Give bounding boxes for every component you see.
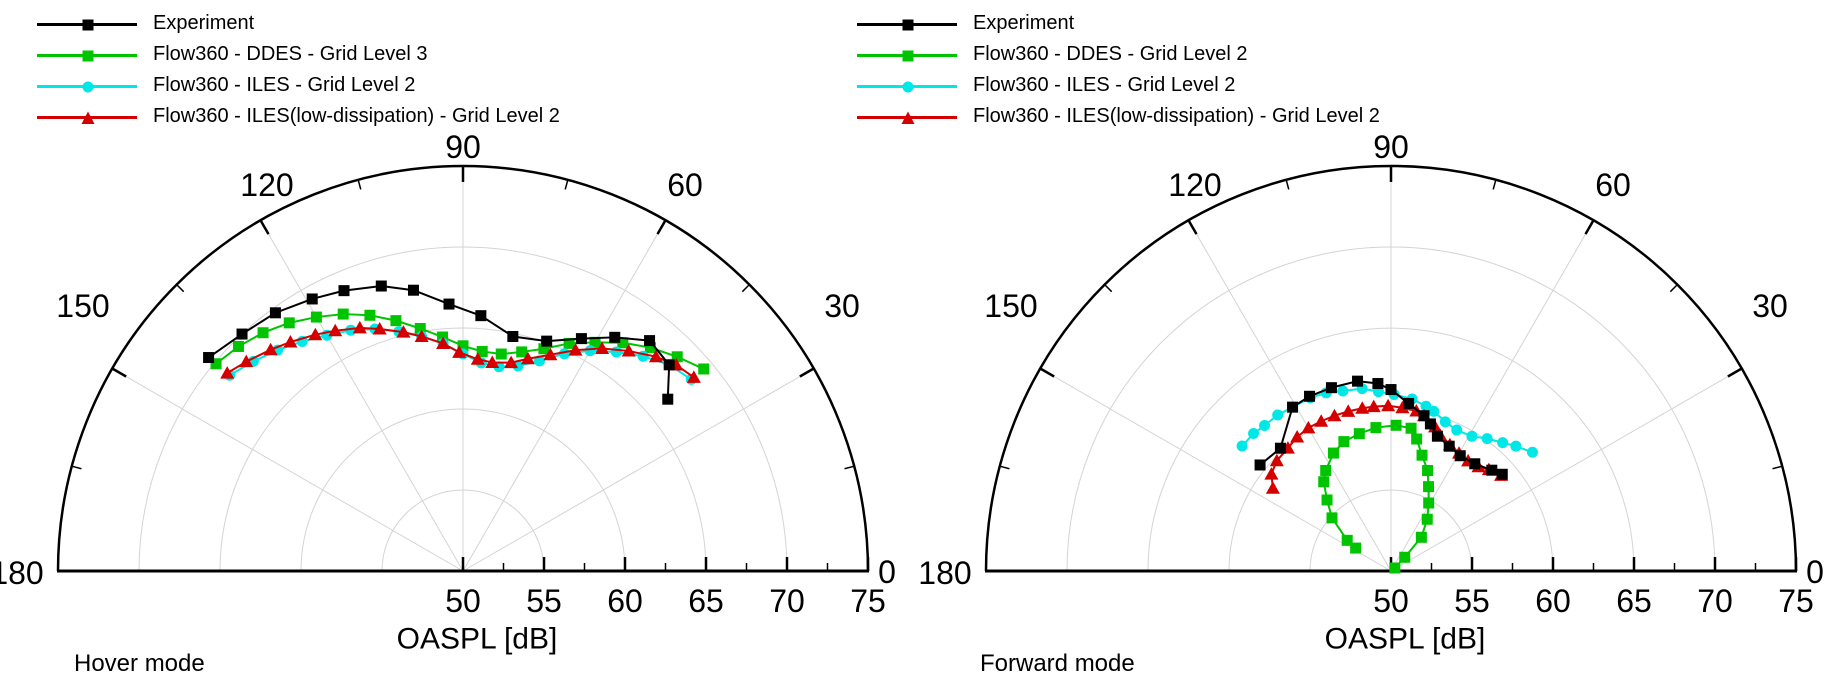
circle-marker-icon xyxy=(82,81,94,92)
legend-sample-line xyxy=(857,16,957,32)
legend-item: Flow360 - ILES - Grid Level 2 xyxy=(37,70,560,101)
angle-tick-label: 90 xyxy=(445,129,481,165)
legend-sample-line xyxy=(37,109,137,125)
radial-tick-label: 55 xyxy=(526,583,562,619)
legend-item: Flow360 - ILES(low-dissipation) - Grid L… xyxy=(857,101,1380,132)
circle-marker-icon xyxy=(902,81,914,92)
angle-tick-label: 120 xyxy=(1168,167,1221,203)
angle-labels: 0 30 60 90 120 150 180 xyxy=(918,129,1824,591)
radial-ticks xyxy=(1389,557,1798,571)
legend-item: Flow360 - ILES - Grid Level 2 xyxy=(857,70,1380,101)
polar-grid xyxy=(112,166,814,572)
triangle-marker-icon xyxy=(901,111,915,124)
radial-tick-label: 65 xyxy=(1616,583,1652,619)
legend-item: Experiment xyxy=(857,8,1380,39)
angle-tick-label: 180 xyxy=(0,555,44,591)
legend-sample-line xyxy=(857,109,957,125)
legend-item: Experiment xyxy=(37,8,560,39)
angle-tick-label: 180 xyxy=(918,555,971,591)
mode-label-hover: Hover mode xyxy=(74,650,205,677)
series-flow360-iles-low-dissipation-grid-level-2 xyxy=(1264,398,1509,494)
angle-tick-label: 0 xyxy=(878,554,896,590)
square-marker-icon xyxy=(82,19,94,30)
square-marker-icon xyxy=(82,50,94,61)
radial-axis-title: OASPL [dB] xyxy=(1325,623,1486,656)
radial-labels: 50 55 60 65 70 75 xyxy=(1373,583,1814,619)
hover-polar-plot: 0 30 60 90 120 150 180 50 55 60 65 70 75 OASPL [dB] xyxy=(0,129,896,656)
angle-tick-label: 120 xyxy=(240,167,293,203)
polar-grid xyxy=(1040,166,1742,572)
series-experiment xyxy=(203,280,675,405)
radial-tick-label: 75 xyxy=(850,583,886,619)
angle-ticks xyxy=(71,166,855,470)
series-experiment xyxy=(1254,375,1508,480)
legend-item-label: Experiment xyxy=(153,12,255,34)
radial-tick-label: 65 xyxy=(688,583,724,619)
radial-tick-label: 70 xyxy=(1697,583,1733,619)
angle-tick-label: 60 xyxy=(1595,167,1631,203)
legend-item: Flow360 - ILES(low-dissipation) - Grid L… xyxy=(37,101,560,132)
radial-tick-label: 55 xyxy=(1454,583,1490,619)
legend-item: Flow360 - DDES - Grid Level 3 xyxy=(37,39,560,70)
legend-sample-line xyxy=(37,16,137,32)
angle-tick-label: 150 xyxy=(56,288,109,324)
angle-tick-label: 150 xyxy=(984,288,1037,324)
series-flow360-ddes-grid-level-3 xyxy=(210,308,710,375)
legend-item-label: Flow360 - DDES - Grid Level 2 xyxy=(973,43,1248,65)
radial-tick-label: 50 xyxy=(445,583,481,619)
square-marker-icon xyxy=(902,50,914,61)
legend-item: Flow360 - DDES - Grid Level 2 xyxy=(857,39,1380,70)
legend-item-label: Flow360 - ILES - Grid Level 2 xyxy=(153,74,416,96)
radial-tick-label: 60 xyxy=(607,583,643,619)
angle-tick-label: 30 xyxy=(824,288,860,324)
square-marker-icon xyxy=(902,19,914,30)
radial-axis-title: OASPL [dB] xyxy=(397,623,558,656)
series-flow360-ddes-grid-level-2 xyxy=(1318,419,1435,574)
radial-tick-label: 60 xyxy=(1535,583,1571,619)
forward-polar-plot: 0 30 60 90 120 150 180 50 55 60 65 70 75 OASPL [dB] xyxy=(918,129,1824,656)
mode-label-forward: Forward mode xyxy=(980,650,1135,677)
legend-sample-line xyxy=(37,47,137,63)
radial-tick-label: 75 xyxy=(1778,583,1814,619)
radial-labels: 50 55 60 65 70 75 xyxy=(445,583,886,619)
legend-hover: Experiment Flow360 - DDES - Grid Level 3 F… xyxy=(37,8,560,132)
legend-item-label: Flow360 - DDES - Grid Level 3 xyxy=(153,43,428,65)
angle-tick-label: 60 xyxy=(667,167,703,203)
legend-sample-line xyxy=(857,78,957,94)
angle-tick-label: 0 xyxy=(1806,554,1824,590)
angle-tick-label: 90 xyxy=(1373,129,1409,165)
angle-tick-label: 30 xyxy=(1752,288,1788,324)
legend-forward: Experiment Flow360 - DDES - Grid Level 2 F… xyxy=(857,8,1380,132)
legend-item-label: Flow360 - ILES - Grid Level 2 xyxy=(973,74,1236,96)
radial-ticks xyxy=(461,557,870,571)
legend-sample-line xyxy=(37,78,137,94)
legend-item-label: Experiment xyxy=(973,12,1075,34)
legend-item-label: Flow360 - ILES(low-dissipation) - Grid L… xyxy=(973,105,1380,127)
series-flow360-iles-low-dissipation-grid-level-2 xyxy=(220,320,701,383)
legend-sample-line xyxy=(857,47,957,63)
angle-ticks xyxy=(999,166,1783,470)
radial-tick-label: 50 xyxy=(1373,583,1409,619)
legend-item-label: Flow360 - ILES(low-dissipation) - Grid L… xyxy=(153,105,560,127)
radial-tick-label: 70 xyxy=(769,583,805,619)
angle-labels: 0 30 60 90 120 150 180 xyxy=(0,129,896,591)
triangle-marker-icon xyxy=(81,111,95,124)
